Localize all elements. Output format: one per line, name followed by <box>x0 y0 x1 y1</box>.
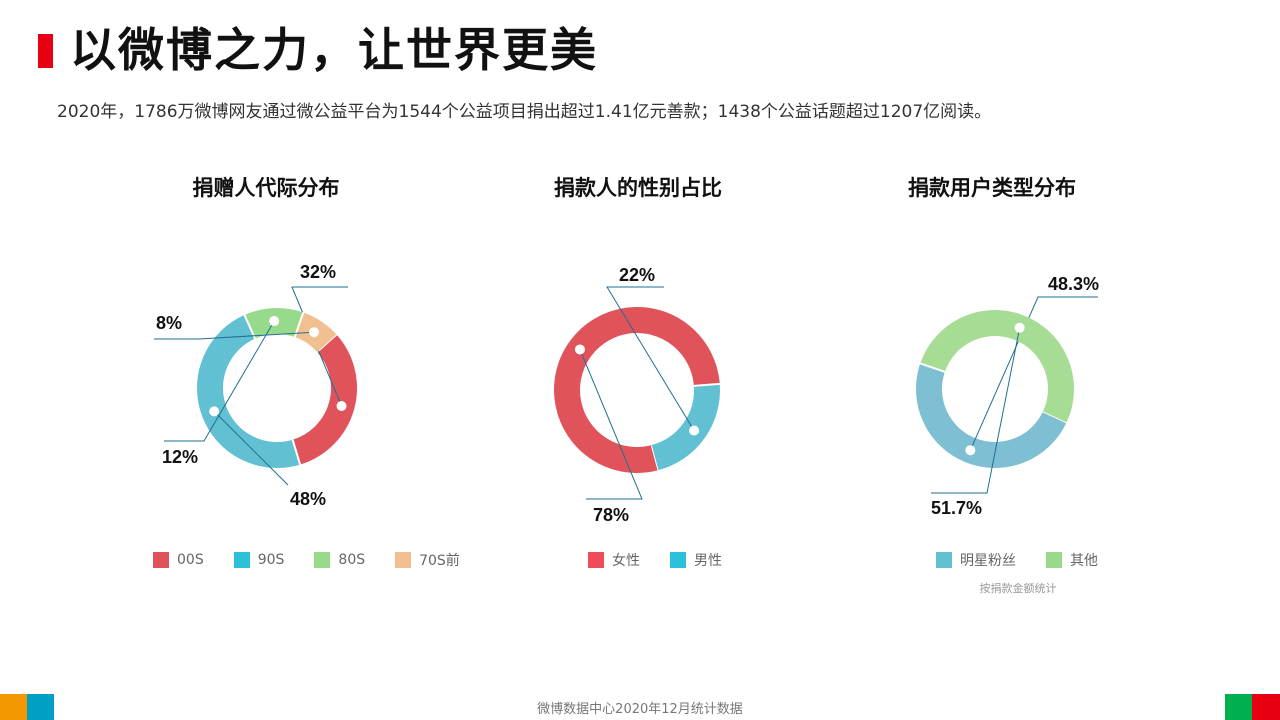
legend-item-80s: 80S <box>314 550 365 570</box>
corner-block-orange <box>0 694 27 720</box>
data-label: 51.7% <box>931 498 982 518</box>
slice-marker-dot <box>965 445 976 456</box>
slice-separator <box>693 382 720 387</box>
donut-slice <box>292 334 357 465</box>
slice-marker-dot <box>336 401 347 412</box>
legend-swatch <box>670 552 686 568</box>
data-label: 12% <box>162 447 198 467</box>
legend-item-others: 其他 <box>1046 550 1098 570</box>
label-leader-line <box>606 286 695 431</box>
data-label: 8% <box>156 313 182 333</box>
legend-label: 其他 <box>1070 553 1098 569</box>
page-footer: 微博数据中心2020年12月统计数据 <box>537 702 743 717</box>
data-label: 32% <box>300 262 336 282</box>
chart-title-generation: 捐赠人代际分布 <box>192 176 340 200</box>
chart-note: 按捐款金额统计 <box>979 582 1057 595</box>
legend-label: 女性 <box>612 553 640 569</box>
legend-item-star-fans: 明星粉丝 <box>936 550 1016 570</box>
title-accent-bar <box>38 34 53 68</box>
legend-item-70s: 70S前 <box>395 550 460 570</box>
label-leader-line <box>291 286 348 407</box>
slice-marker-dot <box>689 425 700 436</box>
slice-marker-dot <box>209 406 220 417</box>
legend-swatch <box>936 552 952 568</box>
label-leader-line <box>164 320 275 442</box>
legend-swatch <box>1046 552 1062 568</box>
data-label: 78% <box>593 505 629 525</box>
legend-item-90s: 90S <box>233 550 285 570</box>
legend-swatch <box>395 552 412 568</box>
legend-label: 00S <box>177 552 204 568</box>
donut-slice <box>651 383 720 471</box>
legend-item-male: 男性 <box>670 550 722 570</box>
slice-marker-dot <box>309 327 320 338</box>
legend-swatch <box>314 552 331 568</box>
legend-generation: 00S 90S 80S 70S前 <box>153 550 460 570</box>
page-subtitle: 2020年，1786万微博网友通过微公益平台为1544个公益项目捐出超过1.41… <box>57 102 992 122</box>
legend-gender: 女性 男性 <box>588 550 722 570</box>
label-leader-line <box>969 296 1098 451</box>
data-label: 22% <box>619 265 655 285</box>
chart-title-gender: 捐款人的性别占比 <box>554 176 722 200</box>
label-leader-line <box>154 331 315 340</box>
legend-label: 80S <box>338 552 366 568</box>
label-leader-line <box>213 411 289 486</box>
slice-separator <box>291 439 302 465</box>
legend-label: 明星粉丝 <box>960 553 1016 569</box>
legend-item-00s: 00S <box>153 550 204 570</box>
donut-slice <box>916 363 1067 469</box>
slice-separator <box>243 314 256 340</box>
chart-title-user-type: 捐款用户类型分布 <box>908 176 1076 200</box>
corner-block-red <box>1252 694 1280 720</box>
legend-swatch <box>588 552 604 568</box>
legend-swatch <box>233 552 250 568</box>
donut-slice <box>197 314 301 468</box>
slice-marker-dot <box>269 316 280 327</box>
slice-marker-dot <box>574 344 585 355</box>
legend-user-type: 明星粉丝 其他 <box>936 550 1098 570</box>
page-title: 以微博之力，让世界更美 <box>70 23 598 77</box>
legend-label: 90S <box>257 552 285 568</box>
legend-label: 男性 <box>694 553 722 569</box>
legend-item-female: 女性 <box>588 550 640 570</box>
corner-block-blue <box>27 694 54 720</box>
donut-slice <box>920 310 1074 423</box>
label-leader-line <box>579 349 643 500</box>
label-leader-line <box>931 327 1021 494</box>
legend-swatch <box>153 552 169 568</box>
slice-separator <box>919 362 946 373</box>
slice-marker-dot <box>1014 322 1025 333</box>
data-label: 48% <box>290 489 326 509</box>
corner-block-green <box>1225 694 1252 720</box>
legend-label: 70S前 <box>419 553 460 569</box>
data-label: 48.3% <box>1048 274 1099 294</box>
